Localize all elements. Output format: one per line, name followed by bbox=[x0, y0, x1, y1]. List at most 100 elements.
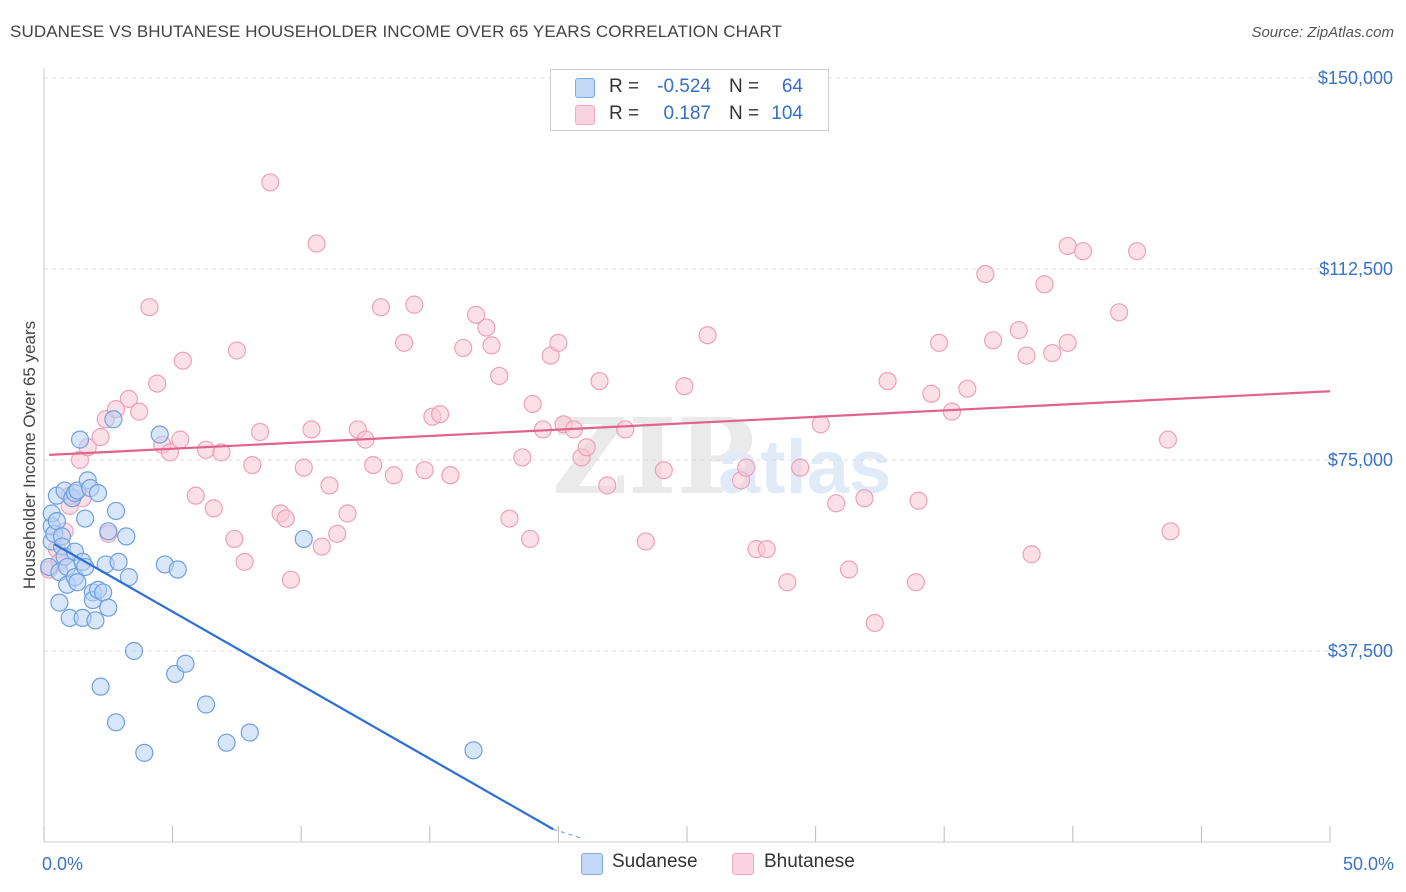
bhutanese-point bbox=[757, 540, 776, 559]
bhutanese-point bbox=[91, 427, 110, 447]
series-label-bhutanese: Bhutanese bbox=[764, 851, 855, 872]
bhutanese-point bbox=[1109, 303, 1129, 322]
legend-row-sudanese: R = -0.524 N = 64 bbox=[551, 74, 828, 100]
bhutanese-point bbox=[490, 366, 509, 386]
bhutanese-point bbox=[1127, 242, 1147, 261]
bhutanese-point bbox=[394, 333, 414, 352]
bhutanese-point bbox=[1043, 343, 1062, 363]
bhutanese-point bbox=[577, 438, 596, 457]
sudanese-point bbox=[106, 713, 126, 732]
bhutanese-point bbox=[983, 331, 1003, 350]
y-tick-label: $75,000 bbox=[1328, 450, 1393, 470]
bhutanese-point bbox=[811, 415, 830, 434]
bhutanese-point bbox=[636, 532, 655, 551]
bhutanese-point bbox=[186, 486, 205, 505]
bhutanese-point bbox=[865, 613, 884, 633]
bhutanese-point bbox=[477, 318, 496, 337]
bhutanese-point bbox=[855, 489, 874, 508]
bhutanese-point bbox=[261, 173, 280, 192]
bhutanese-point bbox=[1161, 522, 1180, 541]
bhutanese-point bbox=[909, 491, 928, 510]
legend-swatch-bhutanese bbox=[575, 105, 595, 125]
sudanese-point bbox=[106, 501, 126, 521]
bhutanese-point bbox=[698, 326, 717, 345]
bhutanese-points bbox=[40, 173, 1180, 633]
bhutanese-point bbox=[1158, 430, 1178, 449]
bhutanese-point bbox=[521, 529, 540, 549]
bhutanese-point bbox=[415, 461, 434, 480]
y-tick-label: $150,000 bbox=[1318, 68, 1393, 88]
series-swatch-sudanese bbox=[581, 853, 603, 875]
y-tick-label: $112,500 bbox=[1319, 259, 1393, 279]
bhutanese-point bbox=[466, 305, 486, 324]
sudanese-point bbox=[217, 733, 236, 752]
bhutanese-point bbox=[906, 573, 926, 592]
sudanese-point bbox=[99, 598, 118, 617]
sudanese-point bbox=[135, 743, 154, 762]
sudanese-point bbox=[196, 695, 216, 714]
bhutanese-point bbox=[302, 420, 321, 439]
bhutanese-point bbox=[173, 351, 192, 370]
source-credit: Source: ZipAtlas.com bbox=[1251, 24, 1394, 41]
bhutanese-point bbox=[235, 552, 254, 571]
sudanese-point bbox=[150, 425, 169, 444]
bhutanese-point bbox=[119, 389, 138, 408]
sudanese-point bbox=[240, 723, 259, 742]
bhutanese-point bbox=[1073, 242, 1093, 261]
bhutanese-point bbox=[171, 430, 190, 449]
legend-n-label: N = bbox=[729, 103, 760, 124]
bhutanese-point bbox=[276, 509, 295, 528]
bhutanese-point bbox=[454, 338, 473, 358]
tick-labels: $37,500 $75,000 $112,500 $150,000 0.0% 50.0% bbox=[42, 68, 1394, 874]
bhutanese-point bbox=[482, 336, 501, 355]
axes bbox=[43, 68, 1331, 843]
sudanese-point bbox=[88, 484, 108, 503]
legend-n-value: 104 bbox=[771, 103, 803, 124]
sudanese-point bbox=[104, 410, 123, 429]
bhutanese-point bbox=[384, 466, 403, 485]
bhutanese-point bbox=[212, 443, 231, 462]
bhutanese-point bbox=[598, 476, 617, 495]
bhutanese-point bbox=[405, 295, 424, 314]
correlation-legend: R = -0.524 N = 64 R = 0.187 N = 104 bbox=[550, 69, 829, 131]
x-tick-label: 0.0% bbox=[42, 854, 83, 874]
series-legend: Sudanese Bhutanese bbox=[0, 851, 1406, 877]
bhutanese-point bbox=[307, 234, 326, 253]
bhutanese-point bbox=[958, 379, 977, 398]
sudanese-point bbox=[117, 527, 136, 546]
sudanese-point bbox=[76, 509, 95, 528]
bhutanese-point bbox=[204, 499, 223, 518]
sudanese-point bbox=[109, 552, 128, 571]
bhutanese-point bbox=[371, 298, 391, 317]
bhutanese-point bbox=[225, 529, 244, 549]
bhutanese-point bbox=[1035, 275, 1054, 294]
bhutanese-point bbox=[441, 466, 460, 485]
bhutanese-point bbox=[130, 402, 149, 421]
legend-swatch-sudanese bbox=[575, 78, 595, 98]
legend-r-label: R = bbox=[609, 76, 640, 97]
bhutanese-point bbox=[523, 394, 542, 414]
sudanese-points bbox=[40, 410, 483, 762]
bhutanese-point bbox=[364, 455, 383, 475]
sudanese-point bbox=[70, 430, 90, 449]
sudanese-trend-extension bbox=[553, 828, 585, 840]
sudanese-point bbox=[124, 641, 144, 661]
bhutanese-point bbox=[312, 537, 331, 556]
bhutanese-point bbox=[778, 573, 797, 592]
bhutanese-point bbox=[1017, 346, 1036, 365]
bhutanese-point bbox=[320, 476, 339, 495]
bhutanese-point bbox=[654, 461, 673, 480]
bhutanese-point bbox=[1009, 321, 1028, 340]
bhutanese-point bbox=[922, 384, 941, 403]
bhutanese-point bbox=[500, 509, 519, 528]
sudanese-point bbox=[50, 593, 69, 612]
bhutanese-point bbox=[791, 458, 810, 477]
sudanese-point bbox=[86, 611, 105, 630]
chart-title: SUDANESE VS BHUTANESE HOUSEHOLDER INCOME… bbox=[10, 22, 783, 41]
bhutanese-point bbox=[1058, 333, 1077, 352]
sudanese-point bbox=[176, 654, 195, 673]
bhutanese-point bbox=[616, 420, 635, 439]
bhutanese-trend-line bbox=[49, 390, 1331, 457]
bhutanese-point bbox=[294, 458, 313, 477]
